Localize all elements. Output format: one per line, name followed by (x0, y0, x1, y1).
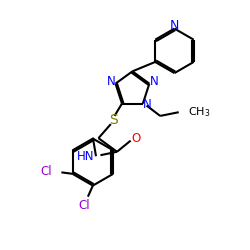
Text: O: O (132, 132, 141, 145)
Text: N: N (150, 75, 158, 88)
Text: Cl: Cl (40, 165, 52, 178)
Text: N: N (107, 75, 116, 88)
Text: N: N (170, 19, 179, 32)
Text: HN: HN (76, 150, 94, 163)
Text: S: S (109, 112, 118, 126)
Text: CH$_3$: CH$_3$ (188, 105, 210, 119)
Text: Cl: Cl (78, 199, 90, 212)
Text: N: N (143, 98, 152, 111)
